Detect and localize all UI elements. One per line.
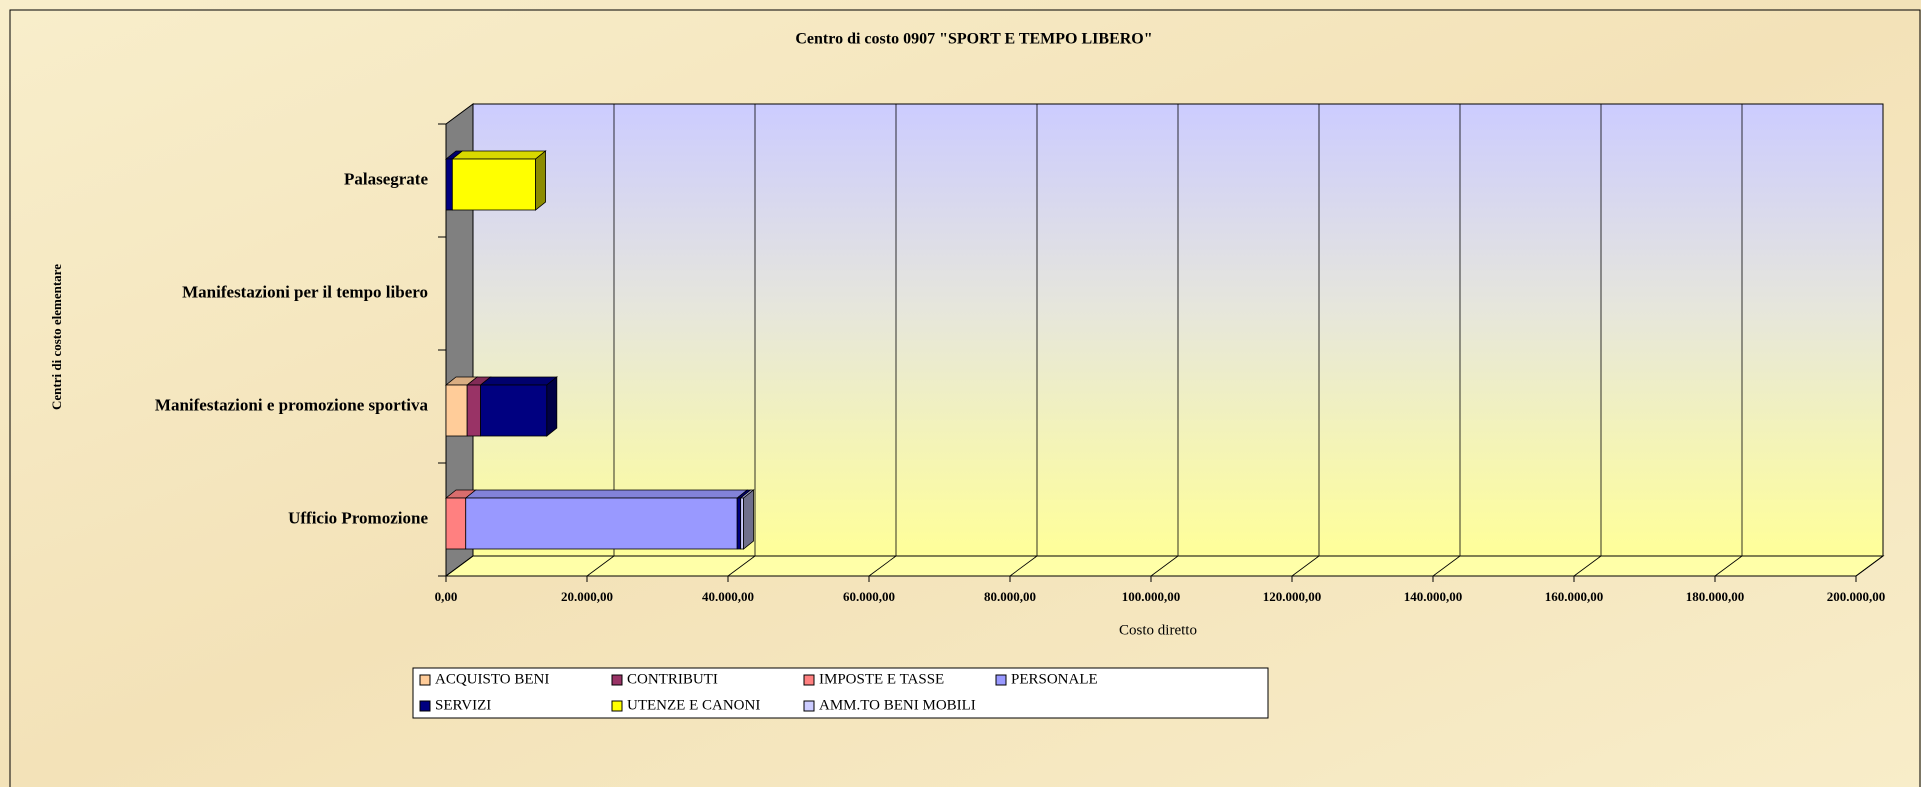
bar [740, 497, 744, 550]
floor-grid-line [727, 555, 756, 577]
x-tick-label: 140.000,00 [1404, 589, 1463, 604]
bar-top [479, 376, 558, 386]
x-tick-label: 180.000,00 [1686, 589, 1745, 604]
legend-swatch [611, 700, 623, 712]
bar [736, 497, 742, 550]
legend-label: CONTRIBUTI [627, 671, 718, 687]
legend-swatch [803, 700, 815, 712]
legend [412, 667, 1269, 719]
bar [445, 384, 468, 437]
floor-grid-line [1855, 555, 1884, 577]
bar-side [546, 376, 558, 437]
legend-label: PERSONALE [1011, 671, 1098, 687]
floor-grid-line [1150, 555, 1179, 577]
chart-border [9, 9, 1921, 787]
legend-swatch [419, 700, 431, 712]
legend-swatch [419, 674, 431, 686]
bar [465, 497, 738, 550]
floor-grid-line [586, 555, 615, 577]
legend-label: SERVIZI [435, 697, 491, 713]
bar-side [743, 489, 754, 550]
legend-label: UTENZE E CANONI [627, 697, 760, 713]
x-tick-label: 40.000,00 [702, 589, 754, 604]
bar-top [464, 489, 749, 499]
y-tick-label: Palasegrate [344, 169, 428, 188]
x-tick-label: 160.000,00 [1545, 589, 1604, 604]
floor-grid-line [1573, 555, 1602, 577]
bar-side [535, 150, 546, 211]
legend-label: ACQUISTO BENI [435, 671, 549, 687]
floor-grid-line [1432, 555, 1461, 577]
legend-label: AMM.TO BENI MOBILI [819, 697, 976, 713]
bar [466, 384, 481, 437]
y-tick-label: Manifestazioni per il tempo libero [182, 282, 428, 301]
y-axis-label: Centri di costo elementare [49, 264, 64, 410]
bar [445, 497, 467, 550]
x-tick-label: 100.000,00 [1122, 589, 1181, 604]
legend-label: IMPOSTE E TASSE [819, 671, 944, 687]
legend-swatch [803, 674, 815, 686]
x-tick-label: 20.000,00 [561, 589, 613, 604]
legend-swatch [611, 674, 623, 686]
y-tick-label: Ufficio Promozione [288, 508, 428, 527]
floor-grid-line [1291, 555, 1320, 577]
y-tick-label: Manifestazioni e promozione sportiva [155, 395, 429, 414]
floor-grid-line [445, 555, 474, 577]
floor-grid-line [1714, 555, 1743, 577]
x-tick-label: 60.000,00 [843, 589, 895, 604]
x-tick-label: 80.000,00 [984, 589, 1036, 604]
x-axis-label: Costo diretto [1119, 622, 1197, 638]
bar-top [451, 150, 547, 160]
floor-grid-line [868, 555, 897, 577]
x-tick-label: 120.000,00 [1263, 589, 1322, 604]
x-tick-label: 0,00 [435, 589, 458, 604]
x-tick-label: 200.000,00 [1827, 589, 1886, 604]
bar [480, 384, 548, 437]
chart-title: Centro di costo 0907 "SPORT E TEMPO LIBE… [795, 31, 1152, 48]
bar [445, 158, 453, 211]
legend-swatch [995, 674, 1007, 686]
bar [451, 158, 536, 211]
floor-grid-line [1009, 555, 1038, 577]
